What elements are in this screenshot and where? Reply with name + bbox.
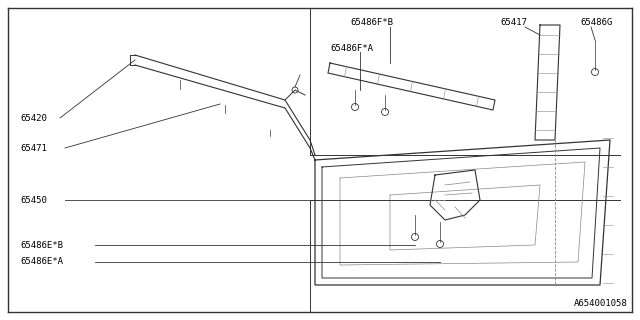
Text: 65486G: 65486G	[580, 18, 612, 27]
Text: 65486F*A: 65486F*A	[330, 44, 373, 52]
Text: 65486E*B: 65486E*B	[20, 241, 63, 250]
Text: 65486E*A: 65486E*A	[20, 258, 63, 267]
Text: 65450: 65450	[20, 196, 47, 204]
Text: 65417: 65417	[500, 18, 527, 27]
Text: 65420: 65420	[20, 114, 47, 123]
Text: A654001058: A654001058	[574, 299, 628, 308]
Text: 65486F*B: 65486F*B	[350, 18, 393, 27]
Text: 65471: 65471	[20, 143, 47, 153]
